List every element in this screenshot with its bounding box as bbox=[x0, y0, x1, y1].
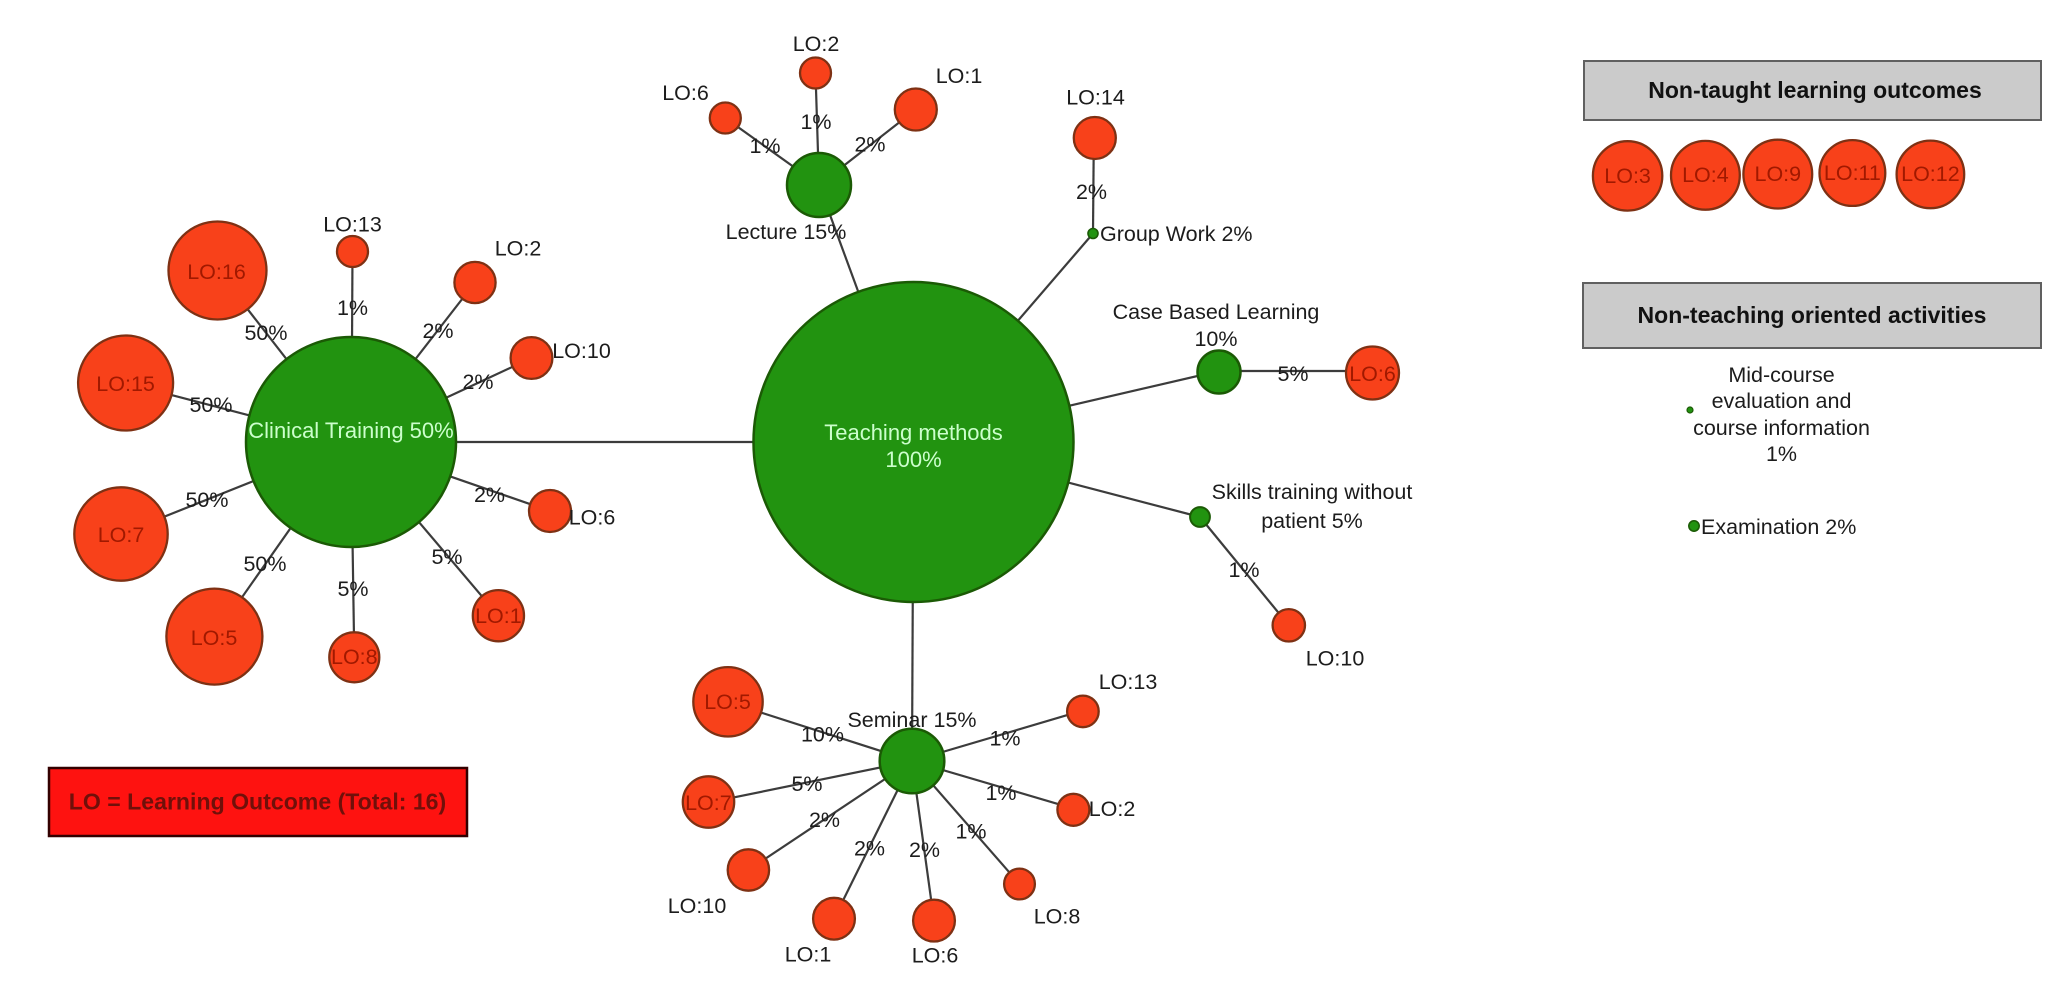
svg-text:LO:7: LO:7 bbox=[98, 523, 145, 547]
svg-text:5%: 5% bbox=[337, 577, 368, 601]
svg-text:Case Based Learning: Case Based Learning bbox=[1113, 300, 1320, 324]
svg-text:LO:4: LO:4 bbox=[1682, 163, 1729, 187]
svg-text:LO:7: LO:7 bbox=[685, 791, 732, 815]
svg-text:LO:5: LO:5 bbox=[704, 690, 751, 714]
svg-text:LO:2: LO:2 bbox=[495, 237, 542, 261]
svg-text:1%: 1% bbox=[955, 820, 986, 844]
svg-text:50%: 50% bbox=[244, 321, 287, 345]
svg-text:1%: 1% bbox=[989, 727, 1020, 751]
svg-text:LO:11: LO:11 bbox=[1824, 161, 1881, 185]
svg-text:LO:9: LO:9 bbox=[1754, 162, 1801, 186]
svg-text:LO:12: LO:12 bbox=[1901, 162, 1960, 186]
svg-text:Examination 2%: Examination 2% bbox=[1701, 515, 1856, 539]
svg-text:LO:16: LO:16 bbox=[187, 260, 246, 284]
svg-text:Seminar 15%: Seminar 15% bbox=[847, 708, 976, 732]
svg-text:Mid-course: Mid-course bbox=[1728, 363, 1834, 387]
svg-text:Group Work 2%: Group Work 2% bbox=[1100, 222, 1253, 246]
svg-text:2%: 2% bbox=[474, 483, 505, 507]
svg-text:Skills training without: Skills training without bbox=[1212, 480, 1413, 504]
svg-text:LO:1: LO:1 bbox=[475, 604, 522, 628]
svg-text:LO:6: LO:6 bbox=[912, 944, 959, 968]
svg-text:50%: 50% bbox=[243, 552, 286, 576]
svg-text:LO:1: LO:1 bbox=[785, 943, 832, 967]
svg-text:Teaching methods: Teaching methods bbox=[824, 420, 1003, 445]
svg-text:2%: 2% bbox=[909, 838, 940, 862]
svg-text:LO:8: LO:8 bbox=[331, 645, 378, 669]
svg-text:LO:8: LO:8 bbox=[1034, 905, 1081, 929]
svg-text:LO:10: LO:10 bbox=[668, 894, 727, 918]
svg-text:2%: 2% bbox=[809, 808, 840, 832]
svg-text:1%: 1% bbox=[800, 110, 831, 134]
svg-text:5%: 5% bbox=[791, 772, 822, 796]
svg-text:10%: 10% bbox=[1194, 327, 1237, 351]
svg-text:LO:6: LO:6 bbox=[569, 506, 616, 530]
svg-text:50%: 50% bbox=[189, 393, 232, 417]
svg-text:LO:15: LO:15 bbox=[96, 372, 155, 396]
svg-text:5%: 5% bbox=[431, 545, 462, 569]
svg-text:2%: 2% bbox=[854, 133, 885, 157]
svg-text:LO:13: LO:13 bbox=[323, 213, 382, 237]
svg-text:1%: 1% bbox=[1766, 442, 1797, 466]
svg-text:Non-teaching oriented activiti: Non-teaching oriented activities bbox=[1638, 302, 1987, 328]
svg-text:LO:3: LO:3 bbox=[1604, 164, 1651, 188]
svg-text:50%: 50% bbox=[185, 488, 228, 512]
svg-text:LO:2: LO:2 bbox=[1089, 797, 1136, 821]
svg-text:LO:2: LO:2 bbox=[793, 32, 840, 56]
svg-text:1%: 1% bbox=[985, 781, 1016, 805]
svg-text:LO:10: LO:10 bbox=[1306, 647, 1365, 671]
svg-text:patient 5%: patient 5% bbox=[1261, 509, 1363, 533]
svg-text:1%: 1% bbox=[749, 134, 780, 158]
svg-text:2%: 2% bbox=[854, 837, 885, 861]
svg-text:5%: 5% bbox=[1277, 362, 1308, 386]
svg-text:LO:14: LO:14 bbox=[1066, 86, 1125, 110]
svg-text:Clinical Training 50%: Clinical Training 50% bbox=[248, 418, 453, 443]
svg-text:Lecture 15%: Lecture 15% bbox=[726, 220, 847, 244]
svg-text:2%: 2% bbox=[422, 319, 453, 343]
svg-text:Non-taught learning outcomes: Non-taught learning outcomes bbox=[1648, 77, 1982, 103]
svg-text:1%: 1% bbox=[1228, 558, 1259, 582]
svg-text:LO:6: LO:6 bbox=[662, 81, 709, 105]
svg-text:course information: course information bbox=[1693, 416, 1870, 440]
svg-text:LO = Learning Outcome (Total:: LO = Learning Outcome (Total: 16) bbox=[69, 789, 446, 815]
svg-text:LO:10: LO:10 bbox=[552, 339, 611, 363]
svg-text:LO:5: LO:5 bbox=[191, 626, 238, 650]
svg-text:evaluation and: evaluation and bbox=[1712, 389, 1852, 413]
svg-text:100%: 100% bbox=[885, 447, 941, 472]
svg-text:1%: 1% bbox=[337, 296, 368, 320]
svg-text:2%: 2% bbox=[1076, 180, 1107, 204]
svg-text:LO:13: LO:13 bbox=[1099, 670, 1158, 694]
svg-text:2%: 2% bbox=[462, 370, 493, 394]
svg-text:10%: 10% bbox=[801, 723, 844, 747]
svg-text:LO:1: LO:1 bbox=[936, 64, 983, 88]
svg-text:LO:6: LO:6 bbox=[1349, 362, 1396, 386]
